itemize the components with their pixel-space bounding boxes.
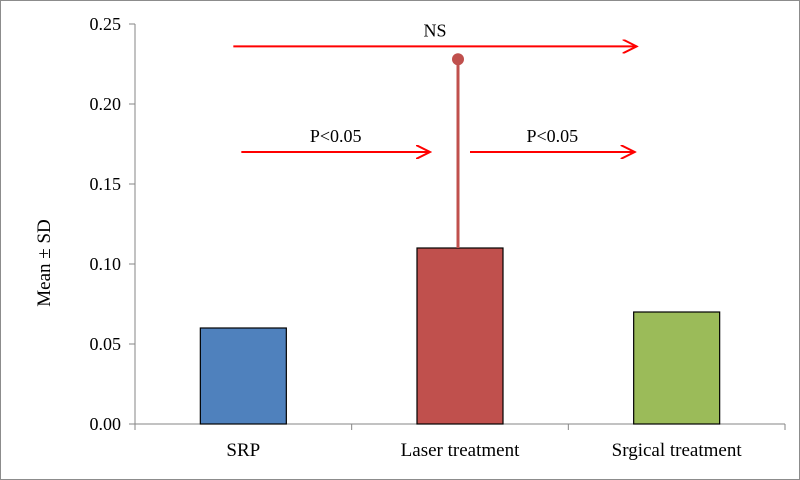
y-tick-label: 0.15: [90, 174, 122, 194]
bar-srp: [199, 327, 287, 425]
y-tick-label: 0.05: [90, 334, 122, 354]
bars: [199, 247, 721, 425]
x-category-label: Laser treatment: [401, 440, 520, 461]
bar-laser-treatment: [416, 247, 504, 425]
axes: 0.00 0.05 0.10 0.15 0.20 0.25 SRP Laser treatme…: [90, 14, 786, 461]
significance-annotations: NS P<0.05 P<0.05: [233, 20, 636, 152]
y-tick-label: 0.25: [90, 14, 122, 34]
bar-srgical-treatment: [633, 311, 721, 425]
error-bar-cap: [452, 53, 464, 66]
x-category-label: SRP: [226, 440, 260, 461]
error-bars: [452, 53, 464, 248]
y-tick-label: 0.10: [90, 254, 122, 274]
y-axis-label: Mean ± SD: [34, 219, 55, 306]
significance-label: P<0.05: [310, 126, 362, 146]
x-category-label: Srgical treatment: [612, 440, 743, 461]
significance-label: P<0.05: [526, 126, 578, 146]
significance-label: NS: [423, 20, 446, 40]
y-tick-label: 0.00: [90, 414, 122, 434]
y-tick-label: 0.20: [90, 94, 122, 114]
